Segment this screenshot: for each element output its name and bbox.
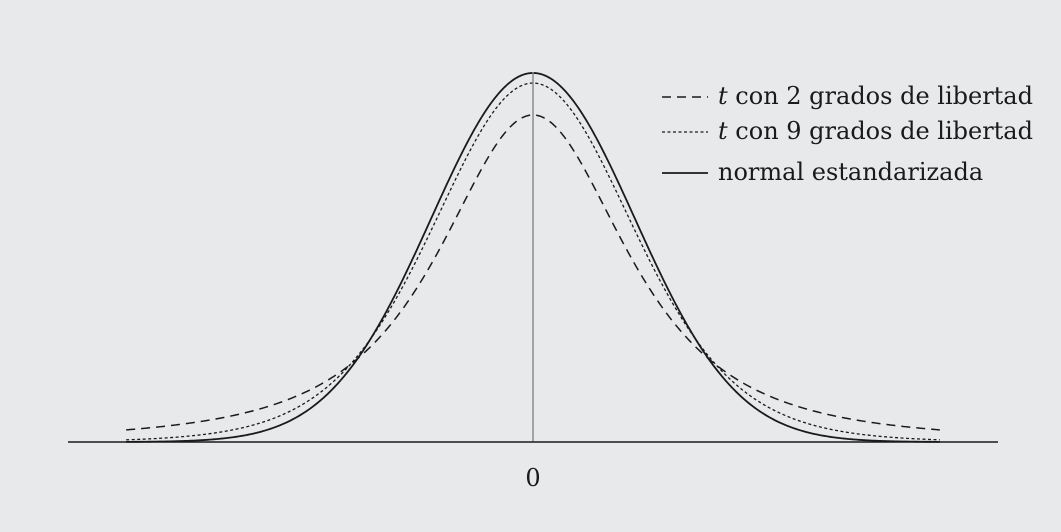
- x-tick-label: 0: [525, 464, 540, 492]
- series-line-t-df2: [126, 114, 940, 431]
- legend-label-text: con 9 grados de libertad: [735, 117, 1033, 145]
- series-line-t-df9: [126, 82, 940, 441]
- legend-label-1: t con 2 grados de libertad: [718, 82, 1033, 110]
- legend-label-text: normal estandarizada: [718, 158, 983, 186]
- legend-label-2: t con 9 grados de libertad: [718, 117, 1033, 145]
- legend-label-text: con 2 grados de libertad: [735, 82, 1033, 110]
- legend-label-3: normal estandarizada: [718, 158, 983, 186]
- x-ticks: 0: [525, 464, 540, 492]
- legend-label-prefix: t: [718, 117, 728, 145]
- legend-label-prefix: t: [718, 82, 728, 110]
